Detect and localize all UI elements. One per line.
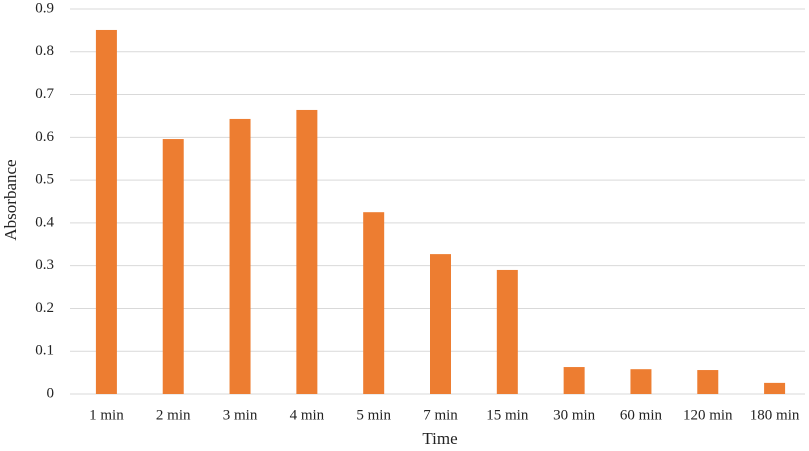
bar [697,370,719,394]
y-tick-label: 0.1 [35,343,54,359]
x-tick-label: 15 min [486,407,529,423]
bar [563,367,585,394]
x-tick-label: 7 min [423,407,458,423]
bar [496,269,518,394]
y-tick-label: 0.9 [35,0,54,16]
bar [296,109,318,394]
bar [363,212,385,394]
y-tick-label: 0 [47,385,55,401]
y-tick-label: 0.8 [35,43,54,59]
bar [162,139,184,394]
y-tick-label: 0.4 [35,214,54,230]
y-tick-label: 0.7 [35,86,54,102]
x-tick-label: 3 min [223,407,258,423]
x-tick-label: 60 min [620,407,663,423]
bar [764,382,786,394]
bar [229,118,251,394]
x-tick-label: 2 min [156,407,191,423]
bar [630,369,652,394]
bar [95,29,117,394]
x-tick-label: 180 min [750,407,800,423]
x-axis-label: Time [422,429,457,448]
y-tick-label: 0.6 [35,129,54,145]
x-tick-label: 4 min [290,407,325,423]
bar [430,254,451,394]
y-axis-label: Absorbance [1,159,20,240]
x-tick-label: 30 min [553,407,596,423]
x-tick-label: 120 min [683,407,733,423]
y-tick-label: 0.3 [35,257,54,273]
y-tick-label: 0.2 [35,300,54,316]
x-tick-label: 5 min [356,407,391,423]
x-tick-label: 1 min [89,407,124,423]
y-tick-label: 0.5 [35,172,54,188]
